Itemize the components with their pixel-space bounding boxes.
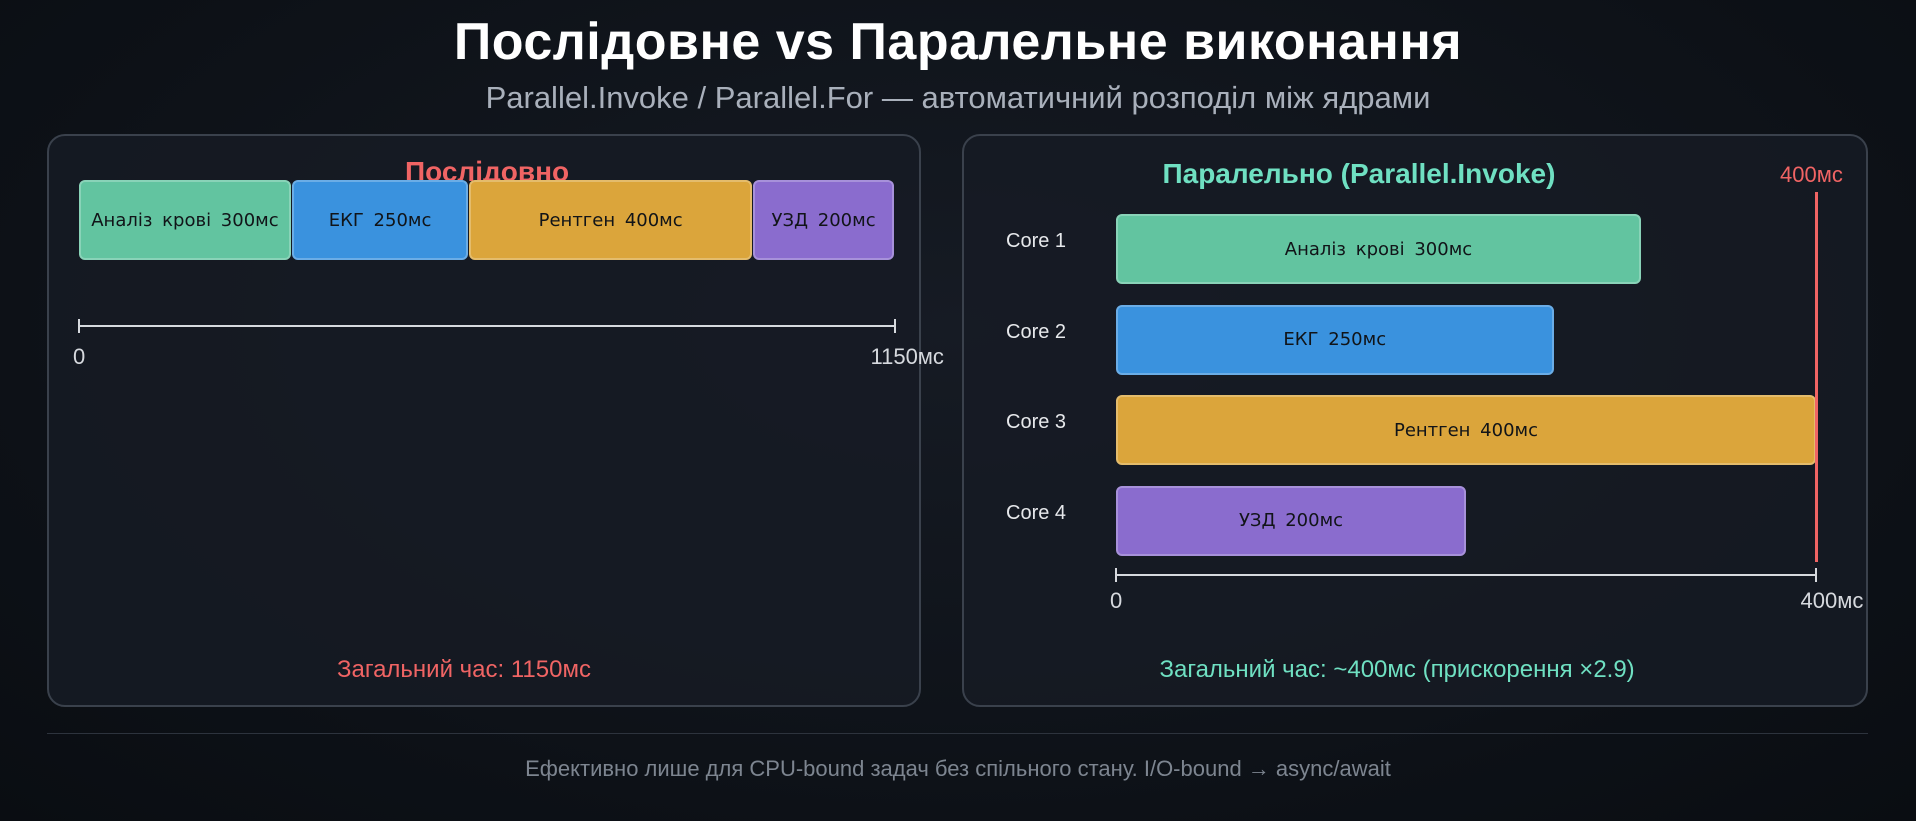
core-label: Core 3: [1006, 411, 1067, 433]
core-task-bar: Рентген 400мс: [1116, 395, 1816, 465]
parallel-axis-tick-max: [1815, 568, 1817, 582]
core-label: Core 4: [1006, 501, 1067, 524]
sequential-task-bar: ЕКГ 250мс: [291, 180, 469, 260]
parallel-limit-line: [1815, 192, 1818, 562]
parallel-title: Паралельно (Parallel.Invoke): [1162, 158, 1556, 189]
parallel-total-time: Загальний час: ~400мс (прискорення ×2.9): [1159, 656, 1635, 683]
sequential-axis: [79, 325, 895, 327]
core-label: Core 1: [1006, 230, 1067, 252]
core-task-bar: УЗД 200мс: [1116, 485, 1466, 556]
parallel-limit-label: 400мс: [1780, 162, 1843, 187]
sequential-panel: Послідовно Аналіз крові 300мс ЕКГ 250мс Ре…: [47, 134, 944, 707]
parallel-axis-max-label: 400мс: [1800, 588, 1864, 613]
parallel-panel: Паралельно (Parallel.Invoke) 400мс Core …: [962, 134, 1868, 707]
parallel-axis-tick-min: [1115, 568, 1117, 582]
footer-note: Ефективно лише для CPU-bound задач без с…: [525, 756, 1391, 781]
parallel-axis-min-label: 0: [1110, 588, 1123, 613]
core-task-bar: Аналіз крові 300мс: [1116, 214, 1641, 284]
sequential-axis-max-label: 1150мс: [870, 344, 944, 369]
footer-divider: [47, 733, 1868, 734]
page-subtitle: Parallel.Invoke / Parallel.For — автомат…: [485, 80, 1431, 115]
parallel-axis: [1116, 574, 1816, 576]
sequential-task-bar: Аналіз крові 300мс: [79, 180, 291, 260]
sequential-task-bar: Рентген 400мс: [469, 180, 753, 260]
sequential-axis-min-label: 0: [73, 344, 86, 369]
sequential-total-time: Загальний час: 1150мс: [337, 656, 591, 683]
sequential-axis-tick-min: [78, 319, 80, 333]
core-label: Core 2: [1006, 320, 1067, 343]
sequential-axis-tick-max: [894, 319, 896, 333]
page-title: Послідовне vs Паралельне виконання: [453, 13, 1463, 71]
sequential-task-bar: УЗД 200мс: [753, 180, 894, 260]
core-task-bar: ЕКГ 250мс: [1116, 304, 1554, 375]
